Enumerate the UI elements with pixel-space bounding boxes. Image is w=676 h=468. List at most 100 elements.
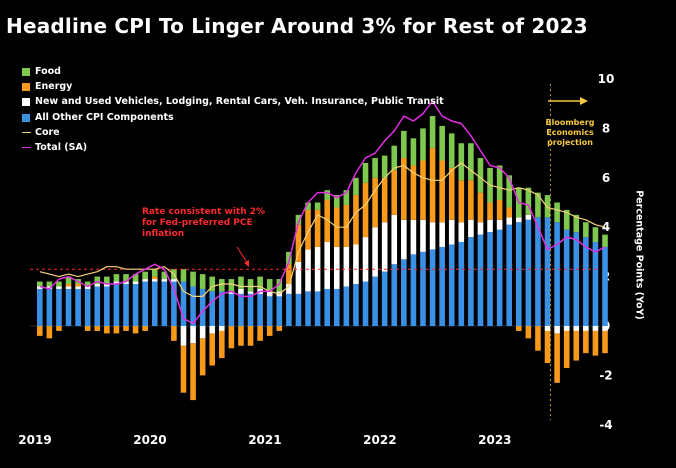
- bar-vehicles: [84, 286, 91, 289]
- bar-energy: [573, 330, 580, 361]
- bar-energy: [391, 170, 398, 215]
- bar-other: [266, 296, 273, 326]
- bar-food: [544, 195, 551, 218]
- bar-other: [439, 246, 445, 326]
- bar-food: [324, 190, 330, 201]
- bar-vehicles: [219, 326, 225, 331]
- bar-other: [151, 281, 158, 326]
- bar-other: [295, 293, 302, 326]
- bar-energy: [381, 177, 388, 223]
- bar-food: [563, 209, 570, 230]
- bar-vehicles: [36, 286, 43, 289]
- line-total: [39, 100, 606, 325]
- bar-energy: [448, 167, 455, 220]
- bar-energy: [458, 180, 465, 223]
- bar-energy: [228, 326, 235, 349]
- bar-other: [554, 222, 560, 326]
- bar-food: [333, 195, 340, 208]
- bar-vehicles: [401, 219, 407, 260]
- bar-other: [353, 284, 359, 326]
- legend-line-total: [22, 146, 31, 149]
- bar-energy: [276, 326, 283, 331]
- bar-energy: [266, 326, 273, 336]
- bar-food: [410, 138, 417, 166]
- bar-vehicles: [286, 284, 292, 294]
- bar-energy: [113, 326, 120, 334]
- legend-label-core: Core: [35, 126, 60, 138]
- bar-energy: [496, 200, 503, 220]
- bar-vehicles: [142, 279, 148, 282]
- bar-food: [314, 202, 321, 210]
- bar-energy: [420, 160, 426, 220]
- bar-vehicles: [343, 246, 350, 287]
- bar-other: [180, 281, 187, 326]
- bar-food: [228, 279, 235, 292]
- bar-food: [468, 143, 474, 181]
- bar-other: [525, 219, 532, 326]
- bar-food: [219, 279, 225, 292]
- bar-other: [420, 251, 426, 326]
- bar-other: [583, 237, 589, 326]
- bar-energy: [401, 158, 407, 220]
- bar-food: [429, 116, 436, 149]
- bar-energy: [583, 330, 589, 354]
- bar-vehicles: [199, 326, 206, 339]
- bar-food: [592, 227, 599, 243]
- bar-vehicles: [353, 244, 359, 285]
- bar-energy: [46, 326, 53, 339]
- bar-other: [496, 229, 503, 326]
- bar-vehicles: [171, 279, 177, 282]
- bar-other: [190, 286, 196, 326]
- bar-other: [209, 291, 216, 326]
- bar-energy: [314, 209, 321, 247]
- bar-food: [132, 274, 139, 282]
- bar-energy: [410, 165, 417, 220]
- bar-vehicles: [583, 326, 589, 331]
- bar-food: [209, 276, 216, 292]
- bar-energy: [372, 177, 378, 228]
- bar-vehicles: [506, 217, 513, 225]
- bar-energy: [544, 330, 551, 364]
- bar-vehicles: [266, 291, 273, 297]
- bar-energy: [75, 284, 81, 287]
- bar-energy: [535, 326, 541, 351]
- bar-other: [132, 284, 139, 326]
- bar-vehicles: [324, 242, 330, 289]
- y-tick-label: 6: [602, 171, 610, 185]
- bar-energy: [84, 326, 91, 331]
- bar-energy: [343, 204, 350, 247]
- legend-item-core: Core: [22, 125, 444, 140]
- bar-other: [142, 281, 148, 326]
- bar-other: [65, 288, 72, 326]
- bar-other: [535, 217, 541, 326]
- bar-vehicles: [439, 222, 445, 247]
- bar-other: [429, 249, 436, 326]
- bar-energy: [563, 330, 570, 368]
- bar-vehicles: [391, 214, 398, 265]
- bar-food: [161, 271, 168, 280]
- bar-food: [573, 214, 580, 233]
- bar-energy: [362, 182, 369, 238]
- x-tick-label: 2021: [248, 433, 281, 447]
- bar-other: [305, 291, 311, 326]
- x-tick-label: 2019: [18, 433, 51, 447]
- bar-other: [448, 244, 455, 326]
- y-tick-label: 4: [602, 220, 610, 234]
- bar-food: [257, 276, 263, 289]
- bar-energy: [151, 276, 158, 280]
- bar-food: [247, 279, 254, 292]
- x-tick-label: 2020: [133, 433, 166, 447]
- bar-food: [104, 276, 110, 285]
- bar-energy: [132, 326, 139, 334]
- bar-vehicles: [238, 288, 244, 294]
- bar-energy: [592, 330, 599, 356]
- bar-energy: [199, 338, 206, 376]
- bar-food: [420, 128, 426, 161]
- bar-vehicles: [372, 227, 378, 277]
- bar-energy: [104, 326, 110, 334]
- bar-vehicles: [247, 291, 254, 294]
- bars-group: [36, 116, 608, 401]
- y-tick-label: -4: [599, 418, 612, 432]
- bar-vehicles: [458, 222, 465, 243]
- legend-swatch-vehicles: [22, 98, 30, 107]
